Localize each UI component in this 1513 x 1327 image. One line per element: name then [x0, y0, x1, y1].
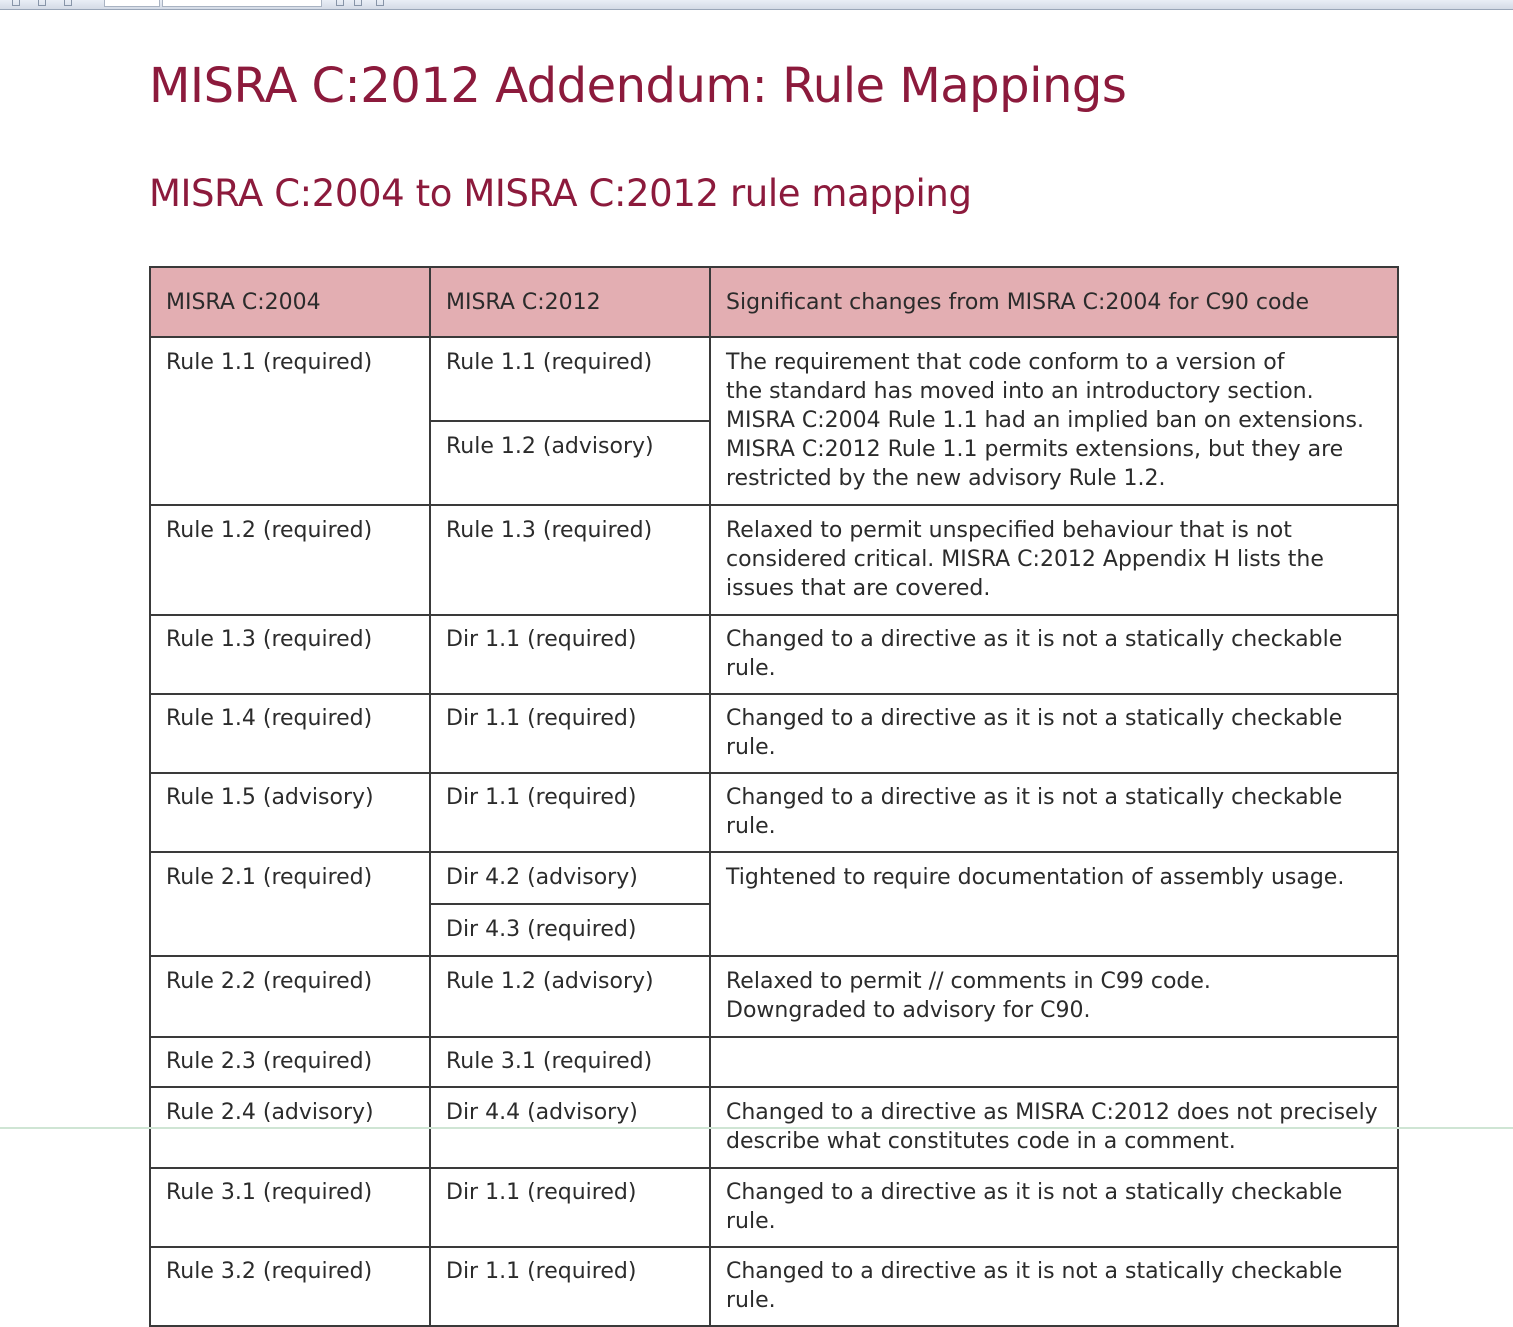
table-row: Rule 1.2 (advisory)	[150, 420, 1398, 506]
cell-significant-changes	[709, 1036, 1399, 1088]
toolbar-button-icon[interactable]	[12, 0, 20, 6]
cell-misra-c2004: Rule 1.4 (required)	[149, 693, 431, 774]
cell-misra-c2012: Dir 1.1 (required)	[429, 1246, 711, 1327]
cell-misra-c2012: Dir 1.1 (required)	[429, 693, 711, 774]
table-header-row: MISRA C:2004 MISRA C:2012 Significant ch…	[149, 266, 1399, 338]
table-row: Rule 1.1 (required) Rule 1.1 (required) Th…	[149, 336, 1399, 506]
cell-significant-changes: The requirement that code conform to a v…	[709, 336, 1399, 506]
cell-misra-c2004: Rule 2.3 (required)	[149, 1036, 431, 1088]
header-significant-changes: Significant changes from MISRA C:2004 fo…	[709, 266, 1399, 338]
cell-misra-c2004: Rule 2.1 (required)	[149, 851, 431, 957]
cell-misra-c2012: Dir 1.1 (required)	[429, 1167, 711, 1248]
cell-significant-changes: Relaxed to permit // comments in C99 cod…	[709, 955, 1399, 1038]
table-row: Rule 1.2 (required) Rule 1.3 (required) Re…	[149, 504, 1399, 616]
toolbar-button-icon[interactable]	[64, 0, 72, 6]
toolbar-button-icon[interactable]	[38, 0, 46, 6]
toolbar-next-icon[interactable]	[354, 0, 362, 6]
cell-misra-c2012: Dir 4.3 (required)	[429, 903, 711, 957]
toolbar-search-input[interactable]	[162, 0, 322, 7]
cell-significant-changes: Changed to a directive as it is not a st…	[709, 693, 1399, 774]
cell-misra-c2012: Rule 3.1 (required)	[429, 1036, 711, 1088]
cell-misra-c2004: Rule 3.1 (required)	[149, 1167, 431, 1248]
cell-misra-c2012: Dir 1.1 (required)	[429, 772, 711, 853]
cell-significant-changes: Changed to a directive as it is not a st…	[709, 614, 1399, 695]
cell-misra-c2012: Rule 1.1 (required)	[429, 336, 711, 422]
window-bottom-edge	[0, 1127, 1513, 1129]
cell-significant-changes: Changed to a directive as it is not a st…	[709, 772, 1399, 853]
cell-misra-c2004: Rule 2.2 (required)	[149, 955, 431, 1038]
cell-misra-c2012: Rule 1.2 (advisory)	[429, 420, 711, 506]
table-row: Rule 3.1 (required) Dir 1.1 (required) Cha…	[149, 1167, 1399, 1248]
cell-misra-c2004: Rule 1.2 (required)	[149, 504, 431, 616]
cell-significant-changes: Relaxed to permit unspecified behaviour …	[709, 504, 1399, 616]
table-row: Rule 2.1 (required) Dir 4.2 (advisory) Tig…	[149, 851, 1399, 957]
cell-misra-c2012: Dir 1.1 (required)	[429, 614, 711, 695]
table-row: Rule 2.3 (required) Rule 3.1 (required)	[149, 1036, 1399, 1088]
table-row: Rule 1.4 (required) Dir 1.1 (required) Cha…	[149, 693, 1399, 774]
cell-misra-c2012: Rule 1.3 (required)	[429, 504, 711, 616]
viewer-toolbar	[0, 0, 1513, 10]
cell-significant-changes: Changed to a directive as it is not a st…	[709, 1246, 1399, 1327]
section-title: MISRA C:2004 to MISRA C:2012 rule mappin…	[149, 172, 972, 215]
toolbar-prev-icon[interactable]	[336, 0, 344, 6]
cell-misra-c2012: Dir 4.2 (advisory)	[429, 851, 711, 905]
header-misra-c2012: MISRA C:2012	[429, 266, 711, 338]
table-row: Rule 1.5 (advisory) Dir 1.1 (required) Cha…	[149, 772, 1399, 853]
table-row: Dir 4.3 (required)	[150, 903, 1398, 957]
cell-misra-c2004: Rule 1.1 (required)	[149, 336, 431, 506]
table-row: Rule 1.3 (required) Dir 1.1 (required) Cha…	[149, 614, 1399, 695]
table-row: Rule 3.2 (required) Dir 1.1 (required) Cha…	[149, 1246, 1399, 1327]
page-title: MISRA C:2012 Addendum: Rule Mappings	[149, 58, 1127, 114]
toolbar-search-box[interactable]	[104, 0, 160, 7]
toolbar-options-icon[interactable]	[376, 0, 384, 6]
cell-misra-c2004: Rule 1.5 (advisory)	[149, 772, 431, 853]
rule-mapping-table: MISRA C:2004 MISRA C:2012 Significant ch…	[149, 266, 1399, 1327]
table-row: Rule 2.2 (required) Rule 1.2 (advisory) Re…	[149, 955, 1399, 1038]
cell-misra-c2004: Rule 3.2 (required)	[149, 1246, 431, 1327]
cell-misra-c2004: Rule 1.3 (required)	[149, 614, 431, 695]
cell-significant-changes: Tightened to require documentation of as…	[709, 851, 1399, 957]
cell-misra-c2012: Rule 1.2 (advisory)	[429, 955, 711, 1038]
cell-significant-changes: Changed to a directive as it is not a st…	[709, 1167, 1399, 1248]
header-misra-c2004: MISRA C:2004	[149, 266, 431, 338]
